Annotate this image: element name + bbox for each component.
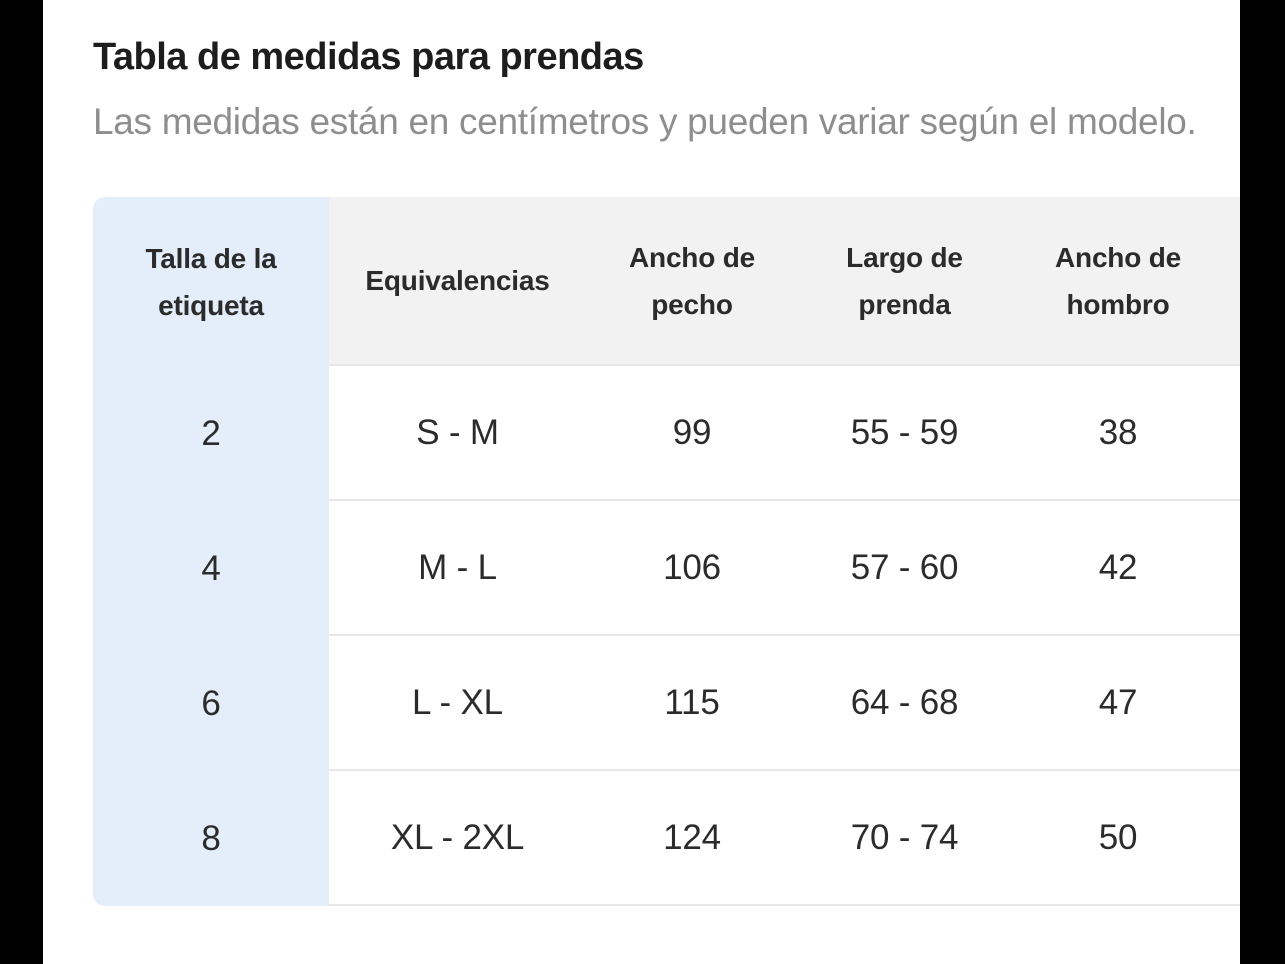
table-row: 2 S - M 99 55 - 59 38 xyxy=(93,366,1240,501)
left-backdrop-bar xyxy=(0,0,43,964)
header-largo-prenda: Largo de prenda xyxy=(798,197,1011,366)
cell-size-label: 8 xyxy=(93,771,329,906)
header-ancho-pecho: Ancho de pecho xyxy=(586,197,798,366)
table-overflow-spacer xyxy=(1225,501,1240,636)
cell-size-label: 4 xyxy=(93,501,329,636)
cell-largo-prenda: 70 - 74 xyxy=(798,771,1011,906)
cell-largo-prenda: 55 - 59 xyxy=(798,366,1011,501)
cell-largo-prenda: 64 - 68 xyxy=(798,636,1011,771)
size-table: Talla de la etiqueta Equivalencias Ancho… xyxy=(93,197,1240,906)
cell-ancho-hombro: 47 xyxy=(1011,636,1225,771)
modal-subtitle: Las medidas están en centímetros y puede… xyxy=(93,101,1197,142)
cell-size-label: 6 xyxy=(93,636,329,771)
header-ancho-hombro: Ancho de hombro xyxy=(1011,197,1225,366)
cell-ancho-pecho: 124 xyxy=(586,771,798,906)
header-talla-etiqueta: Talla de la etiqueta xyxy=(93,197,329,366)
cell-ancho-pecho: 115 xyxy=(586,636,798,771)
cell-ancho-hombro: 50 xyxy=(1011,771,1225,906)
cell-equivalencia: XL - 2XL xyxy=(329,771,586,906)
right-backdrop-bar xyxy=(1240,0,1285,964)
table-header-row: Talla de la etiqueta Equivalencias Ancho… xyxy=(93,197,1240,366)
modal-title: Tabla de medidas para prendas xyxy=(93,36,644,78)
cell-ancho-pecho: 99 xyxy=(586,366,798,501)
table-overflow-spacer xyxy=(1225,197,1240,366)
table-scroll-region[interactable]: Talla de la etiqueta Equivalencias Ancho… xyxy=(93,197,1240,906)
cell-largo-prenda: 57 - 60 xyxy=(798,501,1011,636)
table-overflow-spacer xyxy=(1225,366,1240,501)
cell-ancho-hombro: 38 xyxy=(1011,366,1225,501)
cell-equivalencia: S - M xyxy=(329,366,586,501)
table-row: 4 M - L 106 57 - 60 42 xyxy=(93,501,1240,636)
cell-equivalencia: M - L xyxy=(329,501,586,636)
header-equivalencias: Equivalencias xyxy=(329,197,586,366)
cell-equivalencia: L - XL xyxy=(329,636,586,771)
table-row: 6 L - XL 115 64 - 68 47 xyxy=(93,636,1240,771)
cell-size-label: 2 xyxy=(93,366,329,501)
cell-ancho-pecho: 106 xyxy=(586,501,798,636)
size-guide-modal: Tabla de medidas para prendas Las medida… xyxy=(43,0,1240,964)
cell-ancho-hombro: 42 xyxy=(1011,501,1225,636)
table-row: 8 XL - 2XL 124 70 - 74 50 xyxy=(93,771,1240,906)
table-overflow-spacer xyxy=(1225,771,1240,906)
table-overflow-spacer xyxy=(1225,636,1240,771)
